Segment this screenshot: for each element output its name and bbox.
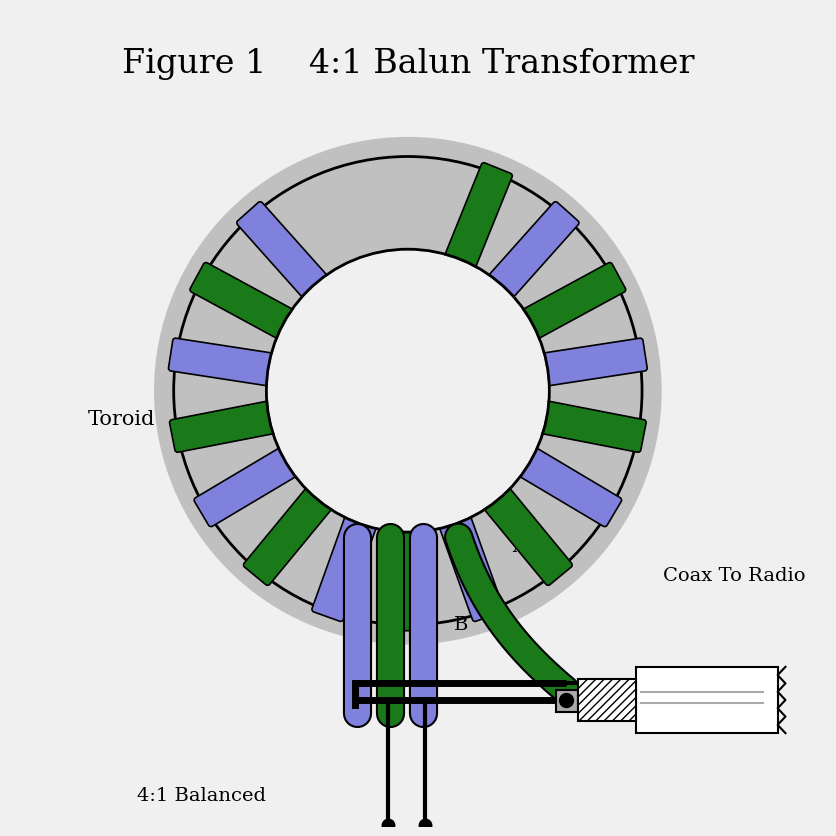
Text: a: a [397, 616, 409, 634]
Text: b: b [327, 582, 339, 599]
Text: Coax To Radio: Coax To Radio [664, 567, 806, 585]
Bar [636, 667, 777, 733]
FancyBboxPatch shape [237, 201, 329, 299]
FancyBboxPatch shape [243, 486, 334, 585]
FancyBboxPatch shape [520, 263, 626, 339]
FancyBboxPatch shape [170, 400, 278, 452]
FancyBboxPatch shape [487, 201, 579, 299]
Text: A: A [512, 538, 527, 556]
FancyBboxPatch shape [190, 263, 296, 339]
FancyBboxPatch shape [444, 163, 512, 270]
FancyBboxPatch shape [540, 338, 647, 386]
FancyBboxPatch shape [482, 486, 573, 585]
Text: Toroid: Toroid [88, 410, 155, 430]
Bar [578, 679, 636, 721]
FancyBboxPatch shape [391, 527, 425, 630]
Text: B: B [454, 616, 468, 634]
Text: 4:1 Balanced: 4:1 Balanced [136, 787, 266, 804]
FancyBboxPatch shape [194, 446, 298, 527]
FancyBboxPatch shape [169, 338, 276, 386]
FancyBboxPatch shape [517, 446, 622, 527]
Text: Figure 1    4:1 Balun Transformer: Figure 1 4:1 Balun Transformer [121, 48, 694, 79]
Circle shape [268, 251, 548, 530]
Bar [556, 691, 578, 711]
FancyBboxPatch shape [439, 513, 504, 621]
FancyBboxPatch shape [312, 513, 377, 621]
FancyBboxPatch shape [538, 400, 646, 452]
